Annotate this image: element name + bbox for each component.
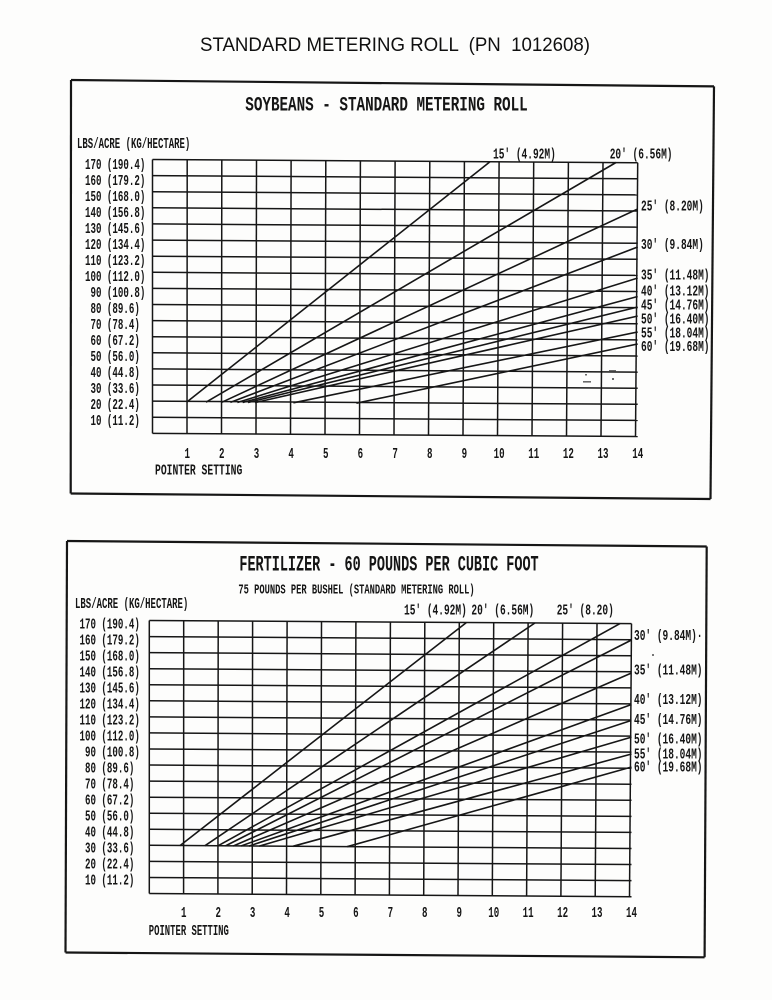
svg-text:160 (179.2): 160 (179.2) (80, 633, 140, 650)
svg-text:9: 9 (462, 446, 467, 463)
svg-text:12: 12 (563, 446, 574, 463)
svg-text:7: 7 (392, 446, 397, 463)
svg-text:140 (156.8): 140 (156.8) (80, 665, 140, 682)
svg-text:40 (44.8): 40 (44.8) (85, 365, 140, 382)
svg-text:6: 6 (358, 446, 363, 463)
svg-text:LBS/ACRE (KG/HECTARE): LBS/ACRE (KG/HECTARE) (75, 596, 188, 613)
svg-text:13: 13 (592, 905, 603, 922)
svg-text:50 (56.0): 50 (56.0) (80, 809, 135, 826)
svg-text:5: 5 (323, 446, 328, 463)
svg-text:60' (19.68M): 60' (19.68M) (634, 759, 703, 776)
svg-text:8: 8 (422, 905, 427, 922)
svg-text:120 (134.4): 120 (134.4) (80, 697, 140, 714)
svg-text:4: 4 (284, 905, 290, 922)
svg-text:11: 11 (523, 905, 534, 922)
svg-text:35' (11.48M): 35' (11.48M) (634, 662, 703, 679)
svg-text:70 (78.4): 70 (78.4) (85, 317, 140, 334)
svg-text:150 (168.0): 150 (168.0) (80, 649, 140, 666)
svg-text:14: 14 (626, 905, 637, 922)
svg-text:9: 9 (457, 905, 462, 922)
svg-text:35' (11.48M): 35' (11.48M) (641, 268, 710, 285)
svg-text:30' (9.84M)·: 30' (9.84M)· (634, 628, 703, 645)
svg-text:80 (89.6): 80 (89.6) (80, 761, 135, 778)
svg-text:30 (33.6): 30 (33.6) (85, 381, 140, 398)
svg-text:75 POUNDS PER BUSHEL (STANDARD: 75 POUNDS PER BUSHEL (STANDARD METERING … (238, 582, 474, 599)
svg-text:11: 11 (528, 446, 539, 463)
svg-text:140 (156.8): 140 (156.8) (85, 205, 145, 222)
svg-text:60 (67.2): 60 (67.2) (85, 333, 140, 350)
svg-text:160 (179.2): 160 (179.2) (85, 173, 145, 190)
svg-text:150 (168.0): 150 (168.0) (85, 189, 145, 206)
svg-text:20 (22.4): 20 (22.4) (80, 857, 135, 874)
svg-text:1: 1 (181, 905, 186, 922)
svg-text:100 (112.0): 100 (112.0) (80, 729, 140, 746)
svg-text:45' (14.76M): 45' (14.76M) (634, 712, 703, 729)
svg-text:20 (22.4): 20 (22.4) (85, 397, 140, 414)
svg-text:25' (8.20): 25' (8.20) (557, 603, 614, 620)
svg-text:13: 13 (598, 446, 609, 463)
svg-text:POINTER SETTING: POINTER SETTING (155, 461, 242, 479)
svg-text:10 (11.2): 10 (11.2) (80, 873, 135, 890)
svg-text:40 (44.8): 40 (44.8) (80, 825, 135, 842)
svg-text:30 (33.6): 30 (33.6) (80, 841, 135, 858)
svg-text:3: 3 (254, 446, 259, 463)
svg-text:90 (100.8): 90 (100.8) (85, 285, 145, 302)
svg-text:3: 3 (250, 905, 255, 922)
svg-text:170 (190.4): 170 (190.4) (85, 157, 145, 174)
svg-text:170 (190.4): 170 (190.4) (80, 617, 140, 634)
svg-text:8: 8 (427, 446, 432, 463)
svg-text:10 (11.2): 10 (11.2) (85, 413, 140, 430)
svg-text:FERTILIZER - 60 POUNDS PER CUB: FERTILIZER - 60 POUNDS PER CUBIC FOOT (239, 554, 538, 578)
svg-text:25' (8.20M): 25' (8.20M) (641, 199, 704, 216)
svg-text:LBS/ACRE (KG/HECTARE): LBS/ACRE (KG/HECTARE) (77, 136, 190, 153)
svg-text:2: 2 (219, 446, 224, 463)
svg-text:110 (123.2): 110 (123.2) (80, 713, 140, 730)
svg-text:80 (89.6): 80 (89.6) (85, 301, 140, 318)
svg-text:50 (56.0): 50 (56.0) (85, 349, 140, 366)
svg-text:15' (4.92M): 15' (4.92M) (404, 603, 467, 620)
svg-text:POINTER SETTING: POINTER SETTING (149, 923, 229, 940)
svg-text:120 (134.4): 120 (134.4) (85, 237, 145, 254)
svg-text:130 (145.6): 130 (145.6) (85, 221, 145, 238)
svg-text:5: 5 (319, 905, 324, 922)
svg-text:4: 4 (288, 446, 294, 463)
svg-text:20' (6.56M): 20' (6.56M) (610, 146, 673, 163)
svg-text:6: 6 (353, 905, 358, 922)
svg-text:7: 7 (388, 905, 393, 922)
svg-text:10: 10 (488, 905, 499, 922)
svg-text:100 (112.0): 100 (112.0) (85, 269, 145, 286)
svg-text:60 (67.2): 60 (67.2) (80, 793, 135, 810)
svg-text:60' (19.68M): 60' (19.68M) (641, 339, 710, 356)
svg-text:1: 1 (184, 446, 189, 463)
svg-text:30' (9.84M): 30' (9.84M) (641, 237, 704, 254)
svg-text:130 (145.6): 130 (145.6) (80, 681, 140, 698)
svg-text:110 (123.2): 110 (123.2) (85, 253, 145, 270)
svg-text:70 (78.4): 70 (78.4) (80, 777, 135, 794)
svg-text:SOYBEANS - STANDARD METERING R: SOYBEANS - STANDARD METERING ROLL (245, 94, 527, 117)
svg-text:14: 14 (632, 446, 643, 463)
svg-text:20' (6.56M): 20' (6.56M) (471, 603, 534, 620)
svg-text:12: 12 (557, 905, 568, 922)
svg-text:STANDARD METERING ROLL (PN 1: STANDARD METERING ROLL (PN 1012608) (200, 34, 590, 56)
svg-text:90 (100.8): 90 (100.8) (80, 745, 140, 762)
svg-text:15' (4.92M): 15' (4.92M) (493, 146, 556, 163)
svg-text:10: 10 (494, 446, 505, 463)
svg-text:40' (13.12M): 40' (13.12M) (634, 692, 703, 709)
svg-text:2: 2 (215, 905, 220, 922)
